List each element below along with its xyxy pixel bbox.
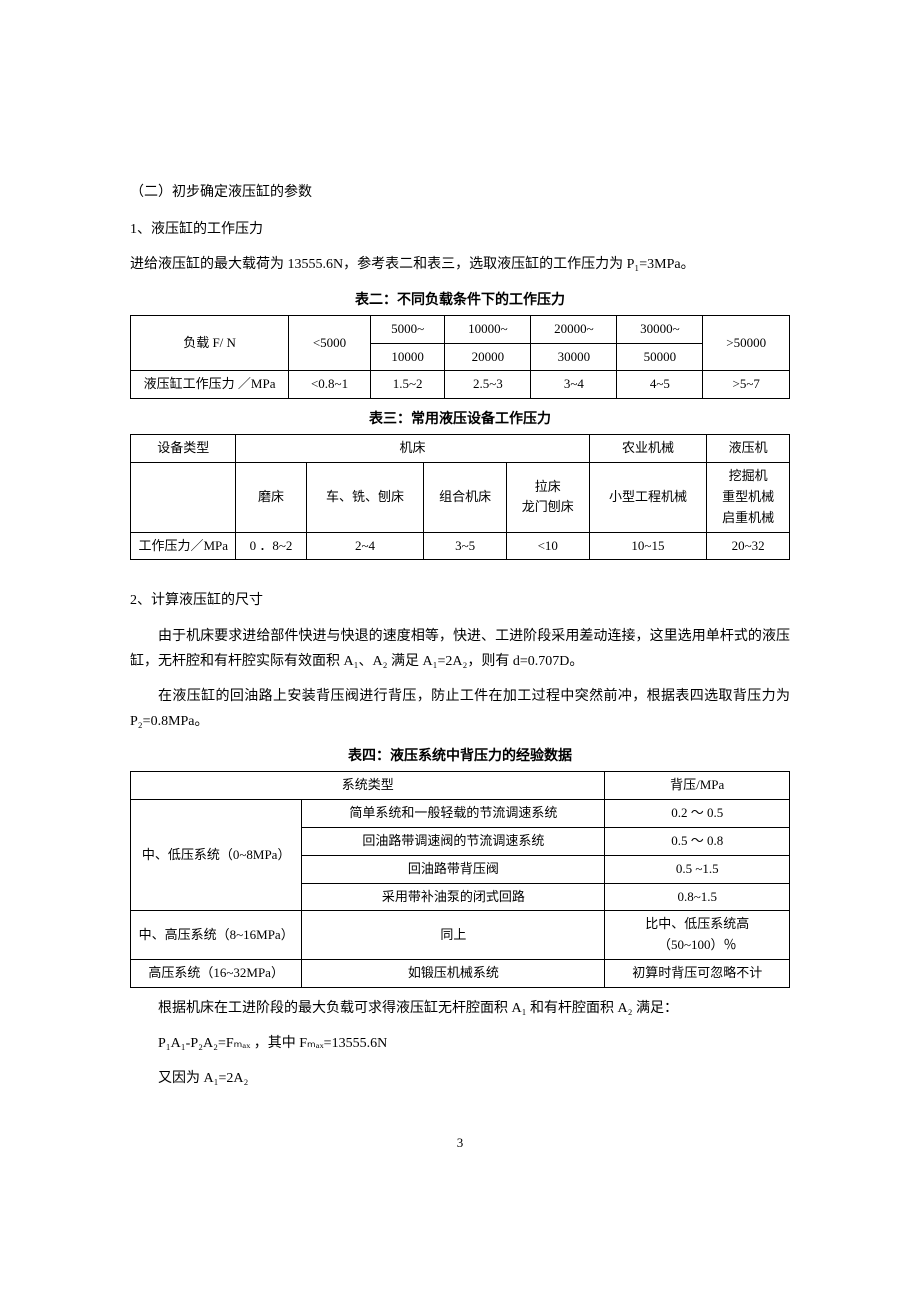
item1-paragraph: 进给液压缸的最大载荷为 13555.6N，参考表二和表三，选取液压缸的工作压力为…: [130, 252, 790, 277]
table-cell: 20~32: [707, 532, 790, 560]
table-cell: 0.5 ~1.5: [605, 855, 790, 883]
table-cell: <10: [506, 532, 589, 560]
table-cell: 拉床龙门刨床: [506, 463, 589, 532]
table-cell: 10~15: [589, 532, 707, 560]
table-cell: 回油路带背压阀: [302, 855, 605, 883]
table3-caption: 表三：常用液压设备工作压力: [130, 407, 790, 432]
table-cell: 30000~: [617, 315, 703, 343]
item2-para2: 在液压缸的回油路上安装背压阀进行背压，防止工件在加工过程中突然前冲，根据表四选取…: [130, 684, 790, 734]
table-cell: <0.8~1: [289, 371, 371, 399]
table-cell: 系统类型: [131, 772, 605, 800]
table-cell: >5~7: [703, 371, 790, 399]
table-cell: 10000: [370, 343, 445, 371]
table-cell: 2.5~3: [445, 371, 531, 399]
table-cell: 液压机: [707, 435, 790, 463]
table-cell: 回油路带调速阀的节流调速系统: [302, 828, 605, 856]
section-heading: （二）初步确定液压缸的参数: [130, 180, 790, 205]
table-cell: 同上: [302, 911, 605, 960]
table-cell: 液压缸工作压力 ／MPa: [131, 371, 289, 399]
table-cell: 挖掘机重型机械启重机械: [707, 463, 790, 532]
item2-heading: 2、计算液压缸的尺寸: [130, 588, 790, 613]
table-cell: >50000: [703, 315, 790, 371]
table-cell: 1.5~2: [370, 371, 445, 399]
table-cell: 小型工程机械: [589, 463, 707, 532]
table-cell: 5000~: [370, 315, 445, 343]
table-cell: 简单系统和一般轻载的节流调速系统: [302, 800, 605, 828]
item2-para1: 由于机床要求进给部件快进与快退的速度相等，快进、工进阶段采用差动连接，这里选用单…: [130, 624, 790, 674]
table-cell: 工作压力／MPa: [131, 532, 236, 560]
table3: 设备类型 机床 农业机械 液压机 磨床 车、铣、刨床 组合机床 拉床龙门刨床 小…: [130, 434, 790, 560]
table-cell: 0.2 ～ 0.5: [605, 800, 790, 828]
table-cell: 磨床: [236, 463, 306, 532]
table-cell: [131, 463, 236, 532]
table-cell: 初算时背压可忽略不计: [605, 960, 790, 988]
table-cell: 中、高压系统（8~16MPa）: [131, 911, 302, 960]
item1-heading: 1、液压缸的工作压力: [130, 217, 790, 242]
table-cell: 50000: [617, 343, 703, 371]
table-cell: 中、低压系统（0~8MPa）: [131, 800, 302, 911]
table4-caption: 表四：液压系统中背压力的经验数据: [130, 744, 790, 769]
item2-para3: 根据机床在工进阶段的最大负载可求得液压缸无杆腔面积 A₁ 和有杆腔面积 A₂ 满…: [130, 996, 790, 1021]
table-cell: 组合机床: [424, 463, 507, 532]
table2: 负载 F/ N <5000 5000~ 10000~ 20000~ 30000~…: [130, 315, 790, 399]
table-cell: 2~4: [306, 532, 424, 560]
table2-caption: 表二：不同负载条件下的工作压力: [130, 288, 790, 313]
formula2: 又因为 A₁=2A₂: [130, 1066, 790, 1091]
page-number: 3: [130, 1131, 790, 1154]
table-cell: 4~5: [617, 371, 703, 399]
table-cell: 30000: [531, 343, 617, 371]
table-cell: 比中、低压系统高（50~100）％: [605, 911, 790, 960]
table-cell: 3~4: [531, 371, 617, 399]
table-cell: 0.8~1.5: [605, 883, 790, 911]
table-cell: 10000~: [445, 315, 531, 343]
table-cell: 20000: [445, 343, 531, 371]
table4: 系统类型 背压/MPa 中、低压系统（0~8MPa） 简单系统和一般轻载的节流调…: [130, 771, 790, 987]
table-cell: 0.5 ～ 0.8: [605, 828, 790, 856]
table-cell: 高压系统（16~32MPa）: [131, 960, 302, 988]
table-cell: 负载 F/ N: [131, 315, 289, 371]
table-cell: 如锻压机械系统: [302, 960, 605, 988]
table-cell: 背压/MPa: [605, 772, 790, 800]
table-cell: 20000~: [531, 315, 617, 343]
table-cell: 0 ．8~2: [236, 532, 306, 560]
table-cell: 采用带补油泵的闭式回路: [302, 883, 605, 911]
table-cell: 机床: [236, 435, 589, 463]
table-cell: 3~5: [424, 532, 507, 560]
table-cell: <5000: [289, 315, 371, 371]
table-cell: 农业机械: [589, 435, 707, 463]
formula1: P₁A₁-P₂A₂=Fₘₐₓ ，其中 Fₘₐₓ=13555.6N: [130, 1031, 790, 1056]
table-cell: 车、铣、刨床: [306, 463, 424, 532]
table-cell: 设备类型: [131, 435, 236, 463]
